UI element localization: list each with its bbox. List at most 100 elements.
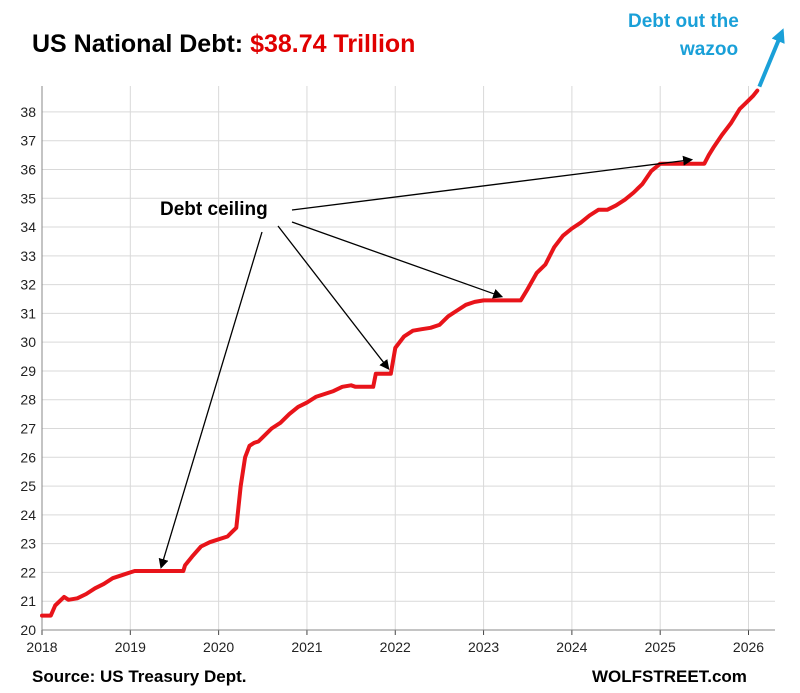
debt-data-point [331, 389, 336, 393]
page-title: US National Debt: $38.74 Trillion [32, 30, 415, 59]
annotations [158, 28, 785, 569]
debt-data-point [402, 334, 406, 339]
y-tick-label: 27 [20, 421, 36, 437]
debt-data-point [208, 540, 212, 544]
debt-data-point [751, 94, 755, 98]
wazoo-label-line2: wazoo [679, 39, 738, 60]
debt-data-point [183, 563, 187, 567]
debt-ceiling-arrow [291, 155, 694, 211]
x-tick-label: 2020 [203, 639, 234, 655]
debt-data-point [526, 287, 530, 291]
debt-data-point [632, 190, 636, 195]
debt-data-point [543, 262, 547, 267]
debt-data-point [579, 221, 583, 225]
x-tick-label: 2019 [115, 639, 146, 655]
debt-data-point [552, 245, 556, 249]
title-prefix: US National Debt: [32, 30, 251, 58]
x-tick-label: 2018 [26, 639, 57, 655]
y-tick-label: 30 [20, 334, 36, 350]
debt-data-point [446, 314, 450, 318]
debt-data-point [84, 592, 88, 596]
debt-data-point [371, 385, 375, 389]
y-tick-label: 36 [20, 161, 36, 177]
y-tick-label: 34 [20, 219, 36, 235]
debt-data-point [420, 327, 424, 331]
debt-data-point [305, 401, 309, 405]
debt-data-point [755, 89, 759, 93]
debt-data-point [270, 426, 274, 431]
debt-data-point [247, 444, 252, 448]
title-value: $38.74 Trillion [250, 30, 416, 58]
wazoo-arrow [757, 28, 785, 88]
y-tick-label: 32 [20, 277, 36, 293]
x-tick-label: 2021 [291, 639, 322, 655]
debt-data-point [707, 153, 711, 157]
footer-source: Source: US Treasury Dept. [32, 667, 246, 686]
debt-data-point [102, 582, 106, 586]
y-tick-label: 31 [20, 305, 36, 321]
debt-data-point [190, 555, 194, 559]
grid [41, 86, 775, 631]
debt-data-point [340, 385, 344, 389]
debt-data-point [720, 133, 724, 137]
debt-data-point [111, 576, 115, 580]
debt-data-point [587, 213, 592, 218]
debt-data-point [738, 107, 742, 111]
debt-data-point [711, 146, 715, 150]
debt-data-point [133, 569, 137, 573]
debt-data-point [374, 372, 378, 376]
debt-data-point [746, 98, 751, 102]
axes: 2021222324252627282930313233343536373820… [20, 86, 775, 655]
debt-ceiling-arrow [277, 225, 390, 370]
debt-data-point [296, 405, 300, 409]
y-tick-label: 38 [20, 104, 36, 120]
y-tick-label: 21 [20, 593, 36, 609]
debt-data-point [287, 412, 291, 416]
debt-data-point [40, 614, 44, 618]
y-tick-label: 25 [20, 478, 36, 494]
debt-ceiling-arrow [158, 231, 263, 569]
debt-data-point [252, 441, 256, 445]
debt-data-point [62, 595, 66, 599]
debt-data-point [353, 385, 358, 389]
y-tick-label: 24 [20, 507, 36, 523]
debt-data-point [570, 226, 574, 231]
debt-data-point [234, 526, 238, 530]
debt-data-point [623, 198, 627, 202]
debt-data-point [481, 298, 486, 303]
debt-data-point [349, 383, 353, 387]
y-tick-label: 20 [20, 622, 36, 638]
debt-data-point [146, 569, 150, 573]
debt-data-point [411, 329, 415, 333]
footer-brand: WOLFSTREET.com [592, 667, 747, 686]
debt-data-point [729, 121, 733, 126]
debt-data-point [93, 586, 97, 590]
debt-data-point [428, 326, 433, 330]
debt-data-point [473, 300, 477, 304]
y-tick-label: 29 [20, 363, 36, 379]
x-tick-label: 2026 [733, 639, 764, 655]
y-tick-label: 22 [20, 564, 36, 580]
x-tick-label: 2024 [556, 639, 587, 655]
debt-data-point [49, 614, 53, 618]
debt-data-point [393, 346, 397, 350]
debt-data-point [640, 182, 645, 186]
debt-data-point [199, 544, 203, 549]
debt-data-point [614, 203, 618, 208]
debt-data-point [137, 569, 141, 573]
debt-data-point [437, 323, 442, 327]
debt-ceiling-label: Debt ceiling [160, 199, 268, 220]
debt-data-point [596, 208, 600, 212]
debt-data-point [168, 569, 172, 573]
debt-data-point [649, 169, 653, 173]
debt-data-point [534, 271, 539, 275]
debt-data-point [66, 598, 71, 602]
debt-data-point [243, 455, 247, 459]
debt-data-point [75, 596, 79, 600]
x-tick-label: 2023 [468, 639, 499, 655]
debt-data-point [225, 534, 230, 539]
debt-data-point [323, 392, 327, 396]
y-tick-label: 37 [20, 133, 36, 149]
wazoo-label-line1: Debt out the [628, 11, 739, 32]
debt-data-point [256, 439, 260, 444]
